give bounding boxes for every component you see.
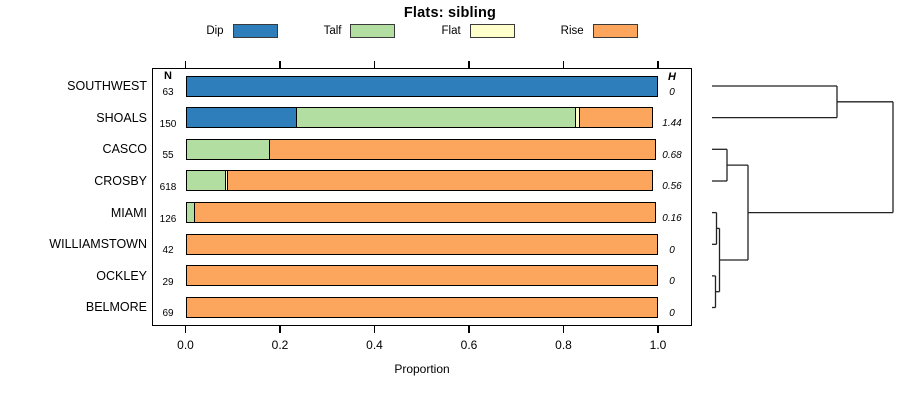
legend-label: Rise [560, 25, 584, 37]
stacked-bar-shoals [185, 107, 653, 129]
bar-segment-rise [185, 296, 658, 318]
row-label-crosby: CROSBY [94, 173, 147, 188]
legend-label: Talf [323, 25, 342, 37]
legend-swatch-dip [232, 24, 278, 38]
x-tick-label: 1.0 [649, 338, 667, 352]
h-value: 0 [669, 86, 675, 98]
bar-segment-rise [579, 107, 653, 129]
row-label-belmore: BELMORE [85, 300, 147, 315]
top-tick [562, 61, 565, 68]
legend-swatch-talf [350, 24, 396, 38]
bar-segment-talf [186, 170, 227, 192]
n-value: 42 [162, 245, 174, 257]
bar-segment-rise [193, 202, 657, 224]
bottom-tick [562, 326, 565, 333]
legend-item-dip: Dip [206, 24, 278, 38]
chart-title: Flats: sibling [403, 5, 497, 21]
x-tick-label: 0.0 [177, 338, 194, 352]
n-value: 55 [162, 150, 174, 162]
legend-label: Dip [206, 25, 224, 37]
h-value: 0.68 [662, 149, 682, 161]
row-label-miami: MIAMI [110, 205, 147, 220]
h-value: 0 [669, 244, 675, 256]
plot-area-border [152, 68, 692, 326]
h-value: 0 [669, 276, 675, 288]
legend-swatch-rise [592, 24, 638, 38]
top-tick [373, 61, 376, 68]
row-label-williamstown: WILLIAMSTOWN [49, 237, 147, 252]
legend-item-talf: Talf [324, 24, 396, 38]
bar-segment-rise [185, 265, 658, 287]
bottom-tick [468, 326, 470, 333]
row-label-ockley: OCKLEY [96, 268, 147, 283]
x-tick-label: 0.2 [271, 338, 289, 352]
bar-segment-dip [185, 75, 658, 97]
bar-segment-talf [295, 107, 577, 129]
top-tick [279, 61, 281, 68]
n-value: 618 [159, 181, 177, 193]
stacked-bar-crosby [185, 170, 653, 192]
stacked-bar-ockley [185, 265, 658, 287]
x-tick-label: 0.8 [555, 338, 572, 352]
n-value: 63 [162, 87, 174, 98]
n-column-header: N [164, 70, 172, 82]
bar-segment-talf [185, 138, 271, 160]
bar-segment-rise [268, 138, 657, 160]
legend-label: Flat [441, 25, 461, 37]
bottom-tick [184, 326, 187, 333]
bar-segment-rise [185, 233, 658, 255]
h-value: 0.16 [662, 213, 682, 225]
legend-item-rise: Rise [561, 24, 638, 38]
stacked-bar-belmore [185, 296, 658, 318]
bar-segment-rise [227, 170, 653, 192]
h-value: 1.44 [662, 118, 682, 130]
legend-item-flat: Flat [441, 24, 515, 38]
n-value: 150 [159, 118, 177, 130]
stacked-bar-miami [185, 202, 657, 224]
h-value: 0 [669, 307, 675, 319]
stacked-bar-casco [185, 138, 657, 160]
bar-segment-dip [185, 107, 298, 129]
legend-swatch-flat [469, 24, 515, 38]
row-label-casco: CASCO [102, 142, 147, 157]
top-tick [184, 61, 187, 68]
n-value: 126 [159, 213, 177, 225]
x-axis-label: Proportion [394, 362, 450, 376]
stacked-bar-williamstown [185, 233, 658, 255]
stacked-bar-southwest [185, 75, 658, 97]
n-value: 29 [162, 276, 174, 288]
legend: Dip Talf Flat Rise [152, 23, 692, 39]
x-tick-label: 0.6 [460, 338, 478, 352]
bottom-tick [373, 326, 376, 333]
bottom-tick [279, 326, 281, 333]
top-tick [468, 61, 470, 68]
h-column-header: H [668, 71, 676, 83]
n-value: 69 [162, 308, 174, 320]
row-label-southwest: SOUTHWEST [67, 79, 147, 93]
x-tick-label: 0.4 [366, 338, 383, 352]
h-value: 0.56 [662, 181, 682, 193]
row-label-shoals: SHOALS [96, 110, 147, 125]
bottom-tick [657, 326, 659, 333]
top-tick [657, 61, 659, 68]
